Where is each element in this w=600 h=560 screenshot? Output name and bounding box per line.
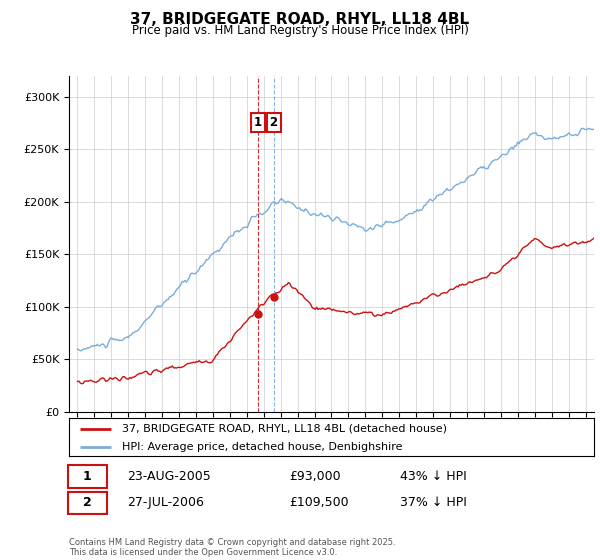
FancyBboxPatch shape (68, 465, 107, 488)
Text: 37, BRIDGEGATE ROAD, RHYL, LL18 4BL: 37, BRIDGEGATE ROAD, RHYL, LL18 4BL (130, 12, 470, 27)
FancyBboxPatch shape (68, 492, 107, 514)
Text: £93,000: £93,000 (290, 470, 341, 483)
Text: 1: 1 (254, 116, 262, 129)
Text: HPI: Average price, detached house, Denbighshire: HPI: Average price, detached house, Denb… (121, 442, 402, 452)
Text: 1: 1 (83, 470, 92, 483)
Text: 2: 2 (83, 496, 92, 510)
Text: £109,500: £109,500 (290, 496, 349, 510)
Text: 37, BRIDGEGATE ROAD, RHYL, LL18 4BL (detached house): 37, BRIDGEGATE ROAD, RHYL, LL18 4BL (det… (121, 424, 446, 434)
Text: 37% ↓ HPI: 37% ↓ HPI (400, 496, 467, 510)
Text: 27-JUL-2006: 27-JUL-2006 (127, 496, 203, 510)
Text: 23-AUG-2005: 23-AUG-2005 (127, 470, 211, 483)
Text: Price paid vs. HM Land Registry's House Price Index (HPI): Price paid vs. HM Land Registry's House … (131, 24, 469, 37)
Text: 43% ↓ HPI: 43% ↓ HPI (400, 470, 467, 483)
Text: 2: 2 (269, 116, 278, 129)
Text: Contains HM Land Registry data © Crown copyright and database right 2025.
This d: Contains HM Land Registry data © Crown c… (69, 538, 395, 557)
